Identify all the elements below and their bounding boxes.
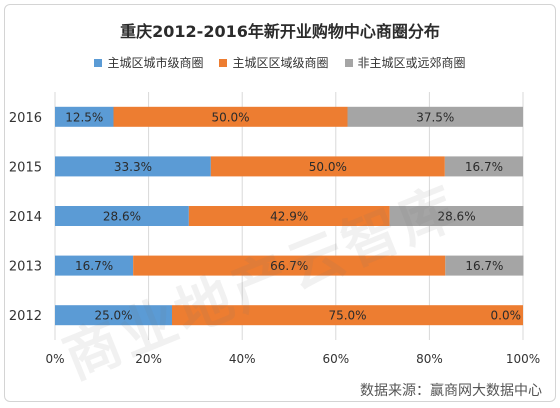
data-label: 50.0% [309, 160, 347, 174]
data-label: 12.5% [65, 110, 103, 124]
x-tick-label: 100% [506, 352, 540, 366]
y-tick-label: 2013 [9, 260, 42, 275]
data-label: 16.7% [465, 259, 503, 273]
x-tick-label: 20% [135, 352, 162, 366]
bar-segment [172, 305, 523, 326]
data-label: 66.7% [270, 259, 308, 273]
x-tick-label: 0% [45, 352, 64, 366]
legend-swatch [344, 58, 353, 67]
legend-label: 主城区城市级商圈 [107, 56, 204, 70]
legend: 主城区城市级商圈 主城区区域级商圈 非主城区或远郊商圈 [0, 54, 560, 71]
bar-segment [347, 106, 523, 127]
source-note: 数据来源：赢商网大数据中心 [360, 383, 542, 399]
data-label: 33.3% [114, 160, 152, 174]
data-label: 42.9% [270, 210, 308, 224]
x-tick-label: 80% [416, 352, 443, 366]
legend-item: 非主城区或远郊商圈 [344, 54, 466, 71]
y-tick-label: 2016 [9, 111, 42, 126]
bar-segment [188, 206, 390, 226]
data-label: 0.0% [491, 309, 522, 323]
bar-segment [389, 206, 524, 226]
y-tick-label: 2014 [9, 210, 42, 225]
data-label: 50.0% [211, 110, 249, 124]
bar-segment [445, 255, 524, 276]
data-label: 37.5% [416, 110, 454, 124]
legend-label: 非主城区或远郊商圈 [357, 56, 466, 70]
legend-item: 主城区区域级商圈 [219, 54, 329, 71]
bar-segment [444, 156, 523, 177]
legend-swatch [94, 58, 103, 67]
bar-segment [55, 156, 211, 177]
x-tick-label: 40% [229, 352, 256, 366]
data-label: 75.0% [328, 309, 366, 323]
data-label: 16.7% [465, 160, 503, 174]
bar-segment [113, 106, 348, 127]
bar-segment [55, 305, 172, 326]
data-label: 28.6% [103, 210, 141, 224]
bar-segment [210, 156, 445, 177]
y-tick-label: 2012 [9, 309, 42, 324]
bar-segment [55, 255, 134, 276]
data-label: 16.7% [75, 259, 113, 273]
x-tick-label: 60% [322, 352, 349, 366]
legend-swatch [219, 58, 228, 67]
data-label: 28.6% [437, 210, 475, 224]
y-tick-label: 2015 [9, 160, 42, 175]
bar-segment [55, 106, 114, 127]
chart-frame [4, 4, 556, 402]
data-label: 25.0% [94, 309, 132, 323]
legend-label: 主城区区域级商圈 [232, 56, 329, 70]
legend-item: 主城区城市级商圈 [94, 54, 203, 71]
bar-segment [55, 206, 189, 226]
bar-segment [133, 255, 446, 276]
chart-title: 重庆2012-2016年新开业购物中心商圈分布 [120, 22, 440, 41]
